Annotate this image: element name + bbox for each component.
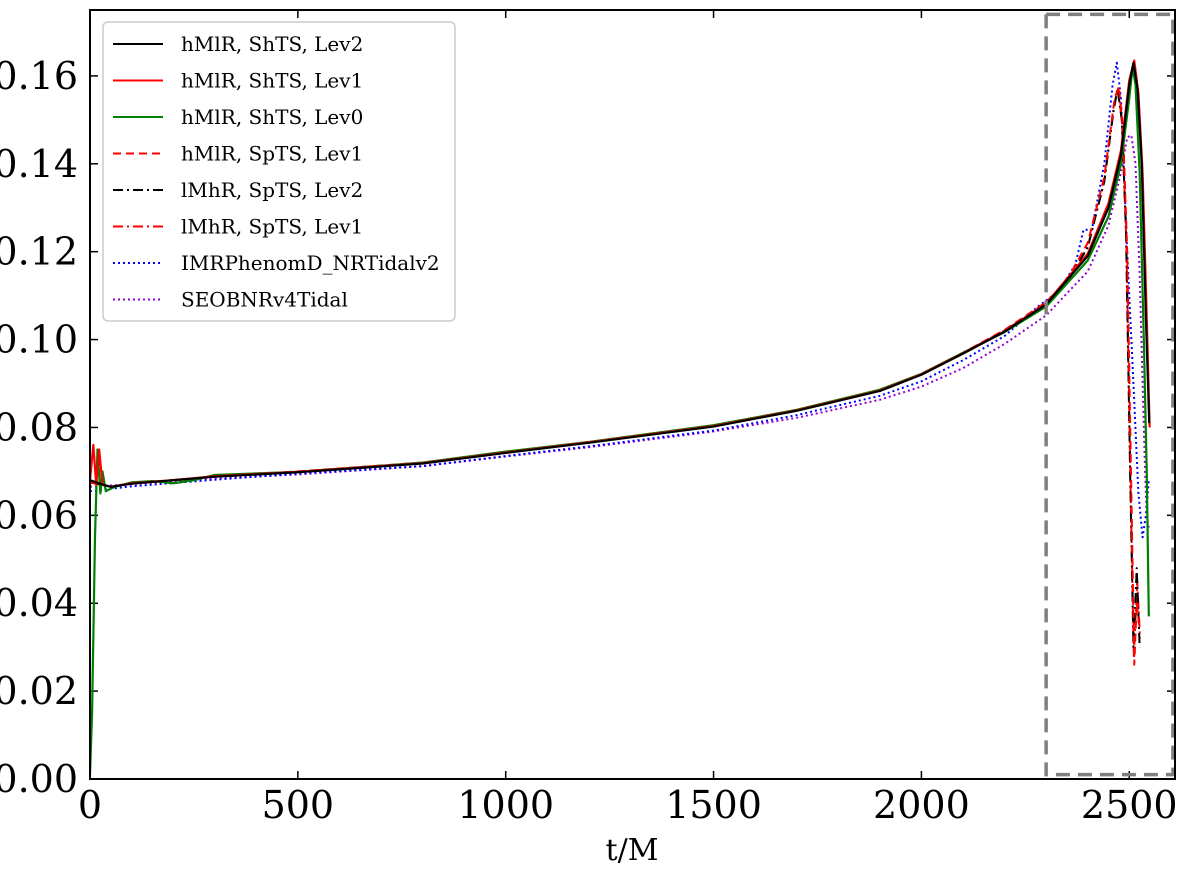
x-tick-label: 0 xyxy=(78,783,102,827)
y-tick-label: 0.14 xyxy=(0,142,78,186)
x-tick-labels: 0 500 1000 1500 2000 2500 xyxy=(78,783,1178,827)
x-tick-label: 1500 xyxy=(665,783,762,827)
legend-label: hMlR, ShTS, Lev0 xyxy=(181,105,363,129)
series-layer xyxy=(90,59,1151,775)
legend-entries: hMlR, ShTS, Lev2 hMlR, ShTS, Lev1 hMlR, Sh… xyxy=(113,32,440,312)
x-tick-label: 500 xyxy=(262,783,335,827)
legend-label: hMlR, SpTS, Lev1 xyxy=(181,142,363,166)
y-tick-label: 0.02 xyxy=(0,669,78,713)
y-tick-label: 0.04 xyxy=(0,581,78,625)
y-tick-label: 0.16 xyxy=(0,54,78,98)
x-tick-label: 2500 xyxy=(1081,783,1178,827)
zoom-highlight-box xyxy=(1044,12,1175,777)
y-tick-label: 0.08 xyxy=(0,405,78,449)
legend-box xyxy=(102,21,456,322)
legend-label: IMRPhenomD_NRTidalv2 xyxy=(181,251,440,275)
plot-frame xyxy=(89,9,1176,780)
x-tick-label: 1000 xyxy=(457,783,554,827)
y-tick-label: 0.00 xyxy=(0,757,78,801)
legend-label: hMlR, ShTS, Lev1 xyxy=(181,69,363,93)
y-tick-label: 0.10 xyxy=(0,318,78,362)
series-line xyxy=(90,61,1150,539)
legend-label: lMhR, SpTS, Lev1 xyxy=(181,215,363,239)
y-tick-label: 0.12 xyxy=(0,230,78,274)
legend-label: SEOBNRv4Tidal xyxy=(181,288,348,312)
x-axis-label: t/M xyxy=(606,833,659,868)
x-tick-label: 2000 xyxy=(873,783,970,827)
series-line xyxy=(90,61,1151,488)
y-tick-labels: 0.00 0.02 0.04 0.06 0.08 0.10 0.12 0.14 0.16 xyxy=(0,54,78,801)
legend-label: hMlR, ShTS, Lev2 xyxy=(181,32,363,56)
y-tick-label: 0.06 xyxy=(0,493,78,537)
legend-label: lMhR, SpTS, Lev2 xyxy=(181,178,363,202)
legend: hMlR, ShTS, Lev2 hMlR, ShTS, Lev1 hMlR, Sh… xyxy=(102,21,456,322)
